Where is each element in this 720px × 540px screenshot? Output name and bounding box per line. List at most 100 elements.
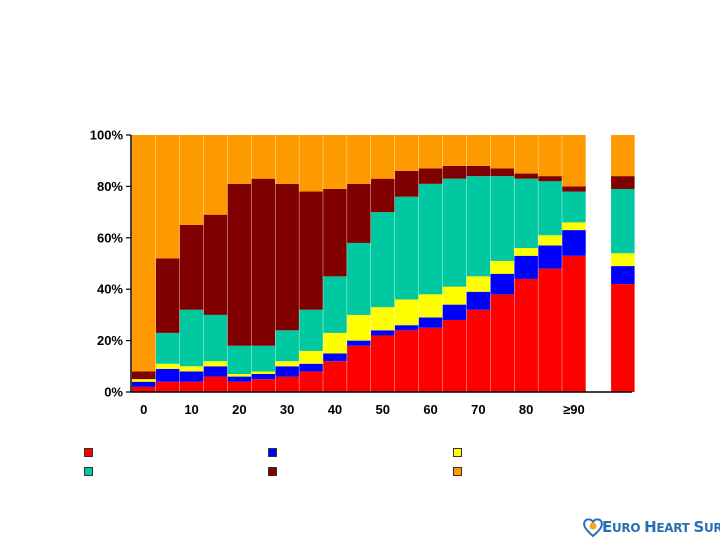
logo-text: EURO HEART SURVEY xyxy=(602,518,720,536)
bar-segment xyxy=(275,135,299,184)
bar-segment xyxy=(611,253,635,267)
bar-segment xyxy=(323,188,347,277)
bar-segment xyxy=(299,191,323,310)
bar-segment xyxy=(323,353,347,362)
bar-segment xyxy=(371,330,395,336)
x-tick-label: 70 xyxy=(471,402,485,417)
bar-segment xyxy=(275,366,299,377)
bar-segment xyxy=(179,309,204,367)
bar-segment xyxy=(155,363,180,369)
bar-segment xyxy=(371,178,395,213)
bar-segment xyxy=(227,381,252,392)
bar-segment xyxy=(179,381,204,392)
bar-segment xyxy=(155,368,180,382)
bar-segment xyxy=(371,335,395,392)
bar-segment xyxy=(347,183,371,243)
bar-segment xyxy=(514,255,538,279)
bar-segment xyxy=(323,361,347,392)
bar-segment xyxy=(611,266,635,285)
bar-segment xyxy=(227,374,252,377)
bar-segment xyxy=(347,135,371,184)
bar-segment xyxy=(323,332,347,354)
bar-segment xyxy=(299,350,323,364)
bar-segment xyxy=(203,361,228,367)
bar-segment xyxy=(371,212,395,308)
bar-segment xyxy=(251,135,275,179)
bar-segment xyxy=(562,230,586,256)
bar-segment xyxy=(132,371,156,380)
bar-segment xyxy=(155,381,180,392)
bar-segment xyxy=(251,345,275,372)
bar-segment xyxy=(251,379,275,392)
bar-segment xyxy=(203,376,228,392)
bar-segment xyxy=(611,284,635,392)
bar-segment xyxy=(538,245,562,269)
bar-segment xyxy=(538,176,562,182)
heart-globe-icon xyxy=(583,518,603,538)
bar-segment xyxy=(418,168,443,184)
x-tick-label: ≥90 xyxy=(563,402,585,417)
bar-segment xyxy=(275,376,299,392)
bar-segment xyxy=(394,170,419,197)
bar-segment xyxy=(132,379,156,382)
bar-segment xyxy=(490,273,514,295)
bar-segment xyxy=(347,340,371,346)
bar-segment xyxy=(466,291,491,310)
bar-segment xyxy=(203,135,228,215)
bar-segment xyxy=(132,381,156,387)
bar-segment xyxy=(155,258,180,333)
bar-segment xyxy=(371,307,395,331)
bar-segment xyxy=(466,276,491,292)
legend-swatch-red xyxy=(84,448,93,457)
y-tick-label: 40% xyxy=(97,282,123,297)
bar-segment xyxy=(275,183,299,331)
bar-segment xyxy=(323,135,347,189)
bar-segment xyxy=(490,168,514,177)
bar-segment xyxy=(394,299,419,326)
euro-heart-survey-logo: EURO HEART SURVEY xyxy=(580,514,720,540)
y-tick-label: 80% xyxy=(97,179,123,194)
bar-segment xyxy=(394,330,419,392)
bar-segment xyxy=(514,248,538,256)
bar-segment xyxy=(466,135,491,166)
bar-segment xyxy=(514,135,538,174)
bar-segment xyxy=(347,242,371,315)
bar-segment xyxy=(227,376,252,382)
bar-segment xyxy=(466,165,491,177)
bar-segment xyxy=(179,135,204,225)
bar-segment xyxy=(227,135,252,184)
bar-segment xyxy=(251,178,275,346)
bar-segment xyxy=(562,191,586,223)
bar-segment xyxy=(442,320,467,392)
bar-segment xyxy=(299,135,323,192)
bar-segment xyxy=(442,165,467,179)
bar-segment xyxy=(562,222,586,231)
bar-segment xyxy=(442,286,467,305)
x-tick-label: 60 xyxy=(423,402,437,417)
x-tick-label: 10 xyxy=(184,402,198,417)
x-tick-label: 30 xyxy=(280,402,294,417)
legend-swatch-yellow xyxy=(453,448,462,457)
bar-segment xyxy=(132,135,156,372)
bar-segment xyxy=(394,325,419,331)
y-tick-label: 20% xyxy=(97,333,123,348)
legend-swatch-maroon xyxy=(268,467,277,476)
bar-segment xyxy=(611,176,635,189)
bar-segment xyxy=(514,278,538,392)
bar-segment xyxy=(490,135,514,169)
x-tick-label: 40 xyxy=(328,402,342,417)
bar-segment xyxy=(466,176,491,277)
bar-segment xyxy=(155,135,180,259)
bar-segment xyxy=(347,345,371,392)
bar-segment xyxy=(251,374,275,380)
bar-segment xyxy=(466,309,491,392)
y-tick-label: 100% xyxy=(90,128,124,143)
bar-segment xyxy=(490,176,514,261)
bar-segment xyxy=(611,188,635,254)
bar-segment xyxy=(179,366,204,372)
bar-segment xyxy=(538,268,562,392)
bar-segment xyxy=(418,317,443,328)
bar-segment xyxy=(418,135,443,169)
bar-segment xyxy=(418,183,443,295)
bar-segment xyxy=(538,135,562,177)
